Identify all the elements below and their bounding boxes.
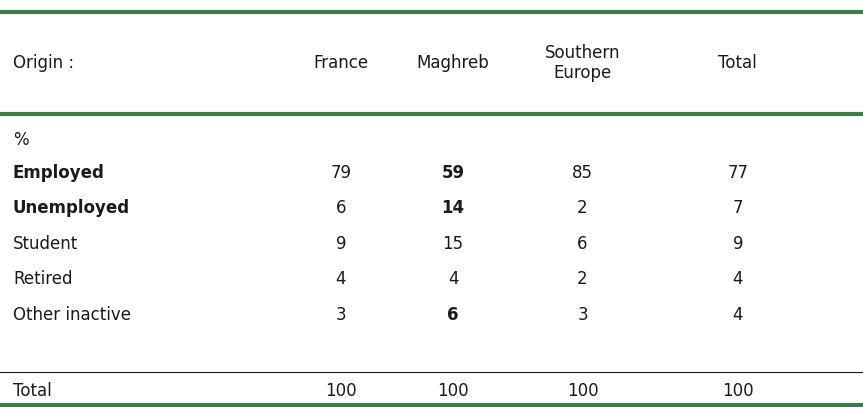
Text: 15: 15 [443, 235, 463, 253]
Text: 4: 4 [733, 306, 743, 324]
Text: 6: 6 [336, 199, 346, 217]
Text: 2: 2 [577, 270, 588, 288]
Text: 7: 7 [733, 199, 743, 217]
Text: Total: Total [13, 382, 52, 400]
Text: 9: 9 [733, 235, 743, 253]
Text: Origin :: Origin : [13, 54, 74, 72]
Text: Other inactive: Other inactive [13, 306, 131, 324]
Text: 6: 6 [447, 306, 459, 324]
Text: 100: 100 [438, 382, 469, 400]
Text: 4: 4 [336, 270, 346, 288]
Text: Student: Student [13, 235, 79, 253]
Text: 77: 77 [728, 164, 748, 182]
Text: Southern
Europe: Southern Europe [545, 44, 620, 83]
Text: 100: 100 [567, 382, 598, 400]
Text: 79: 79 [331, 164, 351, 182]
Text: 14: 14 [442, 199, 464, 217]
Text: Employed: Employed [13, 164, 104, 182]
Text: Unemployed: Unemployed [13, 199, 130, 217]
Text: Total: Total [719, 54, 757, 72]
Text: Maghreb: Maghreb [417, 54, 489, 72]
Text: 3: 3 [336, 306, 346, 324]
Text: 4: 4 [733, 270, 743, 288]
Text: 6: 6 [577, 235, 588, 253]
Text: 9: 9 [336, 235, 346, 253]
Text: 100: 100 [325, 382, 356, 400]
Text: 100: 100 [722, 382, 753, 400]
Text: 3: 3 [577, 306, 588, 324]
Text: France: France [313, 54, 369, 72]
Text: 59: 59 [442, 164, 464, 182]
Text: 2: 2 [577, 199, 588, 217]
Text: 85: 85 [572, 164, 593, 182]
Text: 4: 4 [448, 270, 458, 288]
Text: Retired: Retired [13, 270, 72, 288]
Text: %: % [13, 131, 28, 149]
